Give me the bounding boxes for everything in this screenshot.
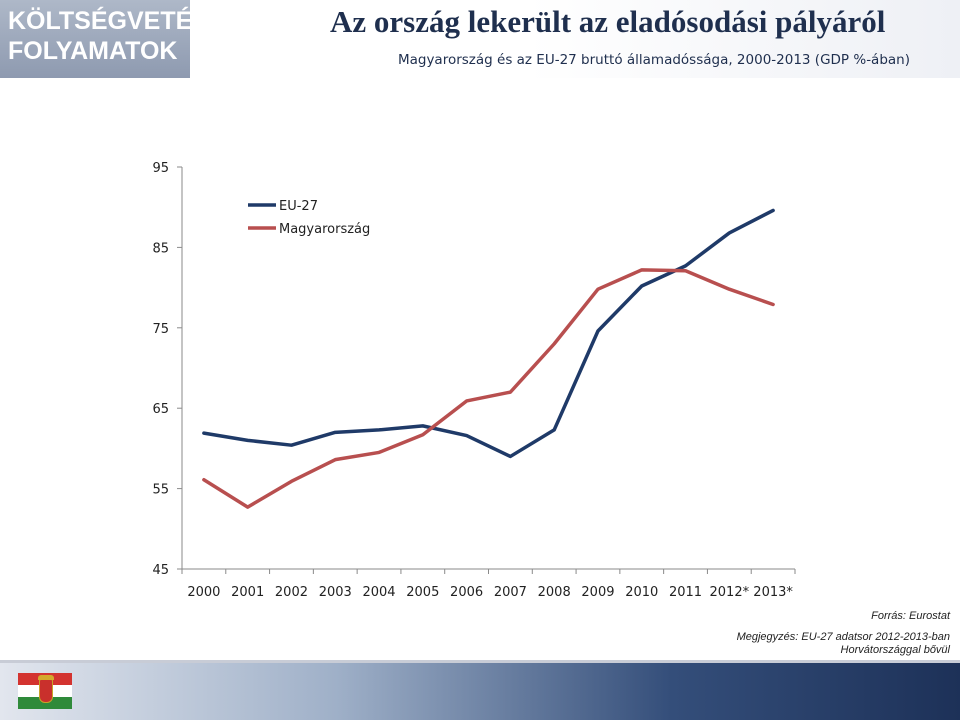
x-tick-label: 2010 (625, 585, 658, 600)
footnote-line-1: Megjegyzés: EU-27 adatsor 2012-2013-ban (736, 631, 950, 643)
x-tick-label: 2004 (362, 585, 395, 600)
coat-of-arms-icon (38, 675, 54, 703)
y-tick-label: 75 (152, 322, 169, 337)
x-tick-label: 2007 (494, 585, 527, 600)
x-tick-label: 2009 (581, 585, 614, 600)
x-tick-label: 2005 (406, 585, 439, 600)
y-tick-label: 85 (152, 241, 169, 256)
y-tick-label: 95 (152, 161, 169, 176)
x-tick-label: 2001 (231, 585, 264, 600)
x-tick-label: 2012* (710, 585, 750, 600)
page-title: Az ország lekerült az eladósodási pályár… (330, 4, 886, 39)
footer-band (0, 663, 960, 720)
footnote-line-2: Horvátországgal bővül (840, 644, 950, 656)
y-tick-label: 45 (152, 563, 169, 578)
hungary-flag-icon (18, 673, 72, 709)
footnote: Megjegyzés: EU-27 adatsor 2012-2013-ban … (737, 631, 950, 657)
x-tick-label: 2008 (538, 585, 571, 600)
x-tick-label: 2013* (753, 585, 793, 600)
series-line-hungary (202, 268, 775, 509)
source-note: Forrás: Eurostat (871, 610, 950, 622)
section-title: KÖLTSÉGVETÉSI FOLYAMATOK (8, 7, 216, 65)
y-tick-label: 55 (152, 483, 169, 498)
x-tick-label: 2003 (319, 585, 352, 600)
series-line-eu27 (202, 208, 775, 459)
legend-label: EU-27 (279, 199, 318, 214)
y-tick-label: 65 (152, 402, 169, 417)
footer-divider (0, 660, 960, 663)
section-box: KÖLTSÉGVETÉSI FOLYAMATOK (0, 0, 216, 78)
x-tick-label: 2011 (669, 585, 702, 600)
x-tick-label: 2000 (187, 585, 220, 600)
x-tick-label: 2006 (450, 585, 483, 600)
legend-label: Magyarország (279, 222, 370, 237)
x-tick-label: 2002 (275, 585, 308, 600)
chart-subtitle: Magyarország és az EU-27 bruttó államadó… (397, 52, 910, 68)
